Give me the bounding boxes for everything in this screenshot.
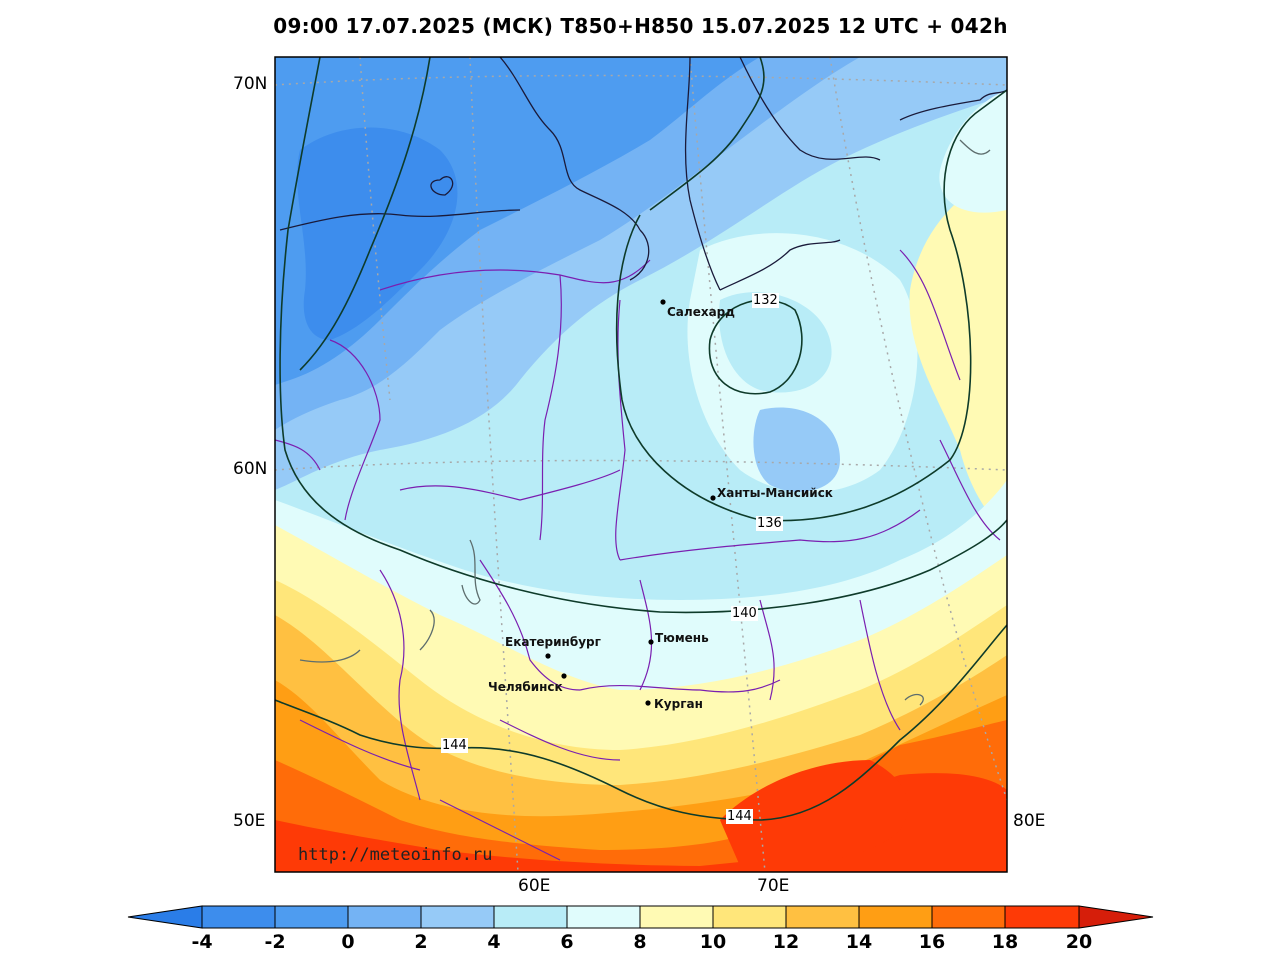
colorbar-swatch [785,905,860,929]
city-markers [545,299,716,706]
colorbar-swatch [274,905,349,929]
city-label-ekaterinburg: Екатеринбург [505,635,601,649]
source-url: http://meteoinfo.ru [298,845,493,865]
colorbar-tick: 4 [487,931,501,953]
map-frame [274,56,1008,873]
colorbar-tick: 8 [633,931,647,953]
colorbar-over [1078,905,1154,929]
colorbar-swatch [1004,905,1080,929]
colorbar-swatch [712,905,787,929]
contour-label: 140 [731,606,758,621]
city-label-tyumen: Тюмень [655,631,709,645]
contour-label: 144 [441,738,468,753]
contour-label: 136 [756,516,783,531]
colorbar-tick: 20 [1065,931,1093,953]
colorbar-tick: 10 [699,931,727,953]
colorbar-tick: 12 [772,931,800,953]
city-dot-khanty-mansiysk [710,495,716,501]
colorbar-tick: 16 [918,931,946,953]
colorbar-tick: -4 [191,931,213,953]
map-title: 09:00 17.07.2025 (МСК) T850+H850 15.07.2… [273,14,1008,38]
colorbar-swatch [931,905,1006,929]
colorbar-tick: 18 [991,931,1019,953]
lon-label-60e: 60E [518,876,551,896]
colorbar-tick: 6 [560,931,574,953]
coastline [279,57,1007,291]
colorbar-swatch [347,905,422,929]
colorbar-tick: 0 [341,931,355,953]
water-bodies [299,139,991,706]
colorbar-under [127,905,203,929]
colorbar-swatch [566,905,641,929]
city-label-salekhard: Салехард [667,305,735,319]
geopotential-contours [275,57,1007,821]
city-dot-salekhard [660,299,666,305]
lat-label-60n: 60N [233,459,268,479]
lon-label-70e: 70E [757,876,790,896]
lon-label-50e: 50E [233,811,266,831]
temperature-field [275,57,1007,872]
contour-label: 144 [726,809,753,824]
colorbar-tick: -2 [264,931,286,953]
graticule [275,57,1007,872]
lat-label-70n: 70N [233,74,268,94]
city-label-chelyabinsk: Челябинск [488,680,563,694]
city-dot-tyumen [648,639,654,645]
colorbar-swatch [493,905,568,929]
colorbar-swatch [201,905,276,929]
colorbar-swatch [420,905,495,929]
city-label-kurgan: Курган [654,697,703,711]
colorbar-swatch [858,905,933,929]
colorbar [127,905,1154,929]
lon-label-80e: 80E [1013,811,1046,831]
colorbar-tick: 14 [845,931,873,953]
city-dot-chelyabinsk [561,673,567,679]
colorbar-tick: 2 [414,931,428,953]
contour-label: 132 [752,293,779,308]
city-dot-kurgan [645,700,651,706]
city-dot-ekaterinburg [545,653,551,659]
city-label-khanty-mansiysk: Ханты-Мансийск [717,486,833,500]
colorbar-swatch [639,905,714,929]
